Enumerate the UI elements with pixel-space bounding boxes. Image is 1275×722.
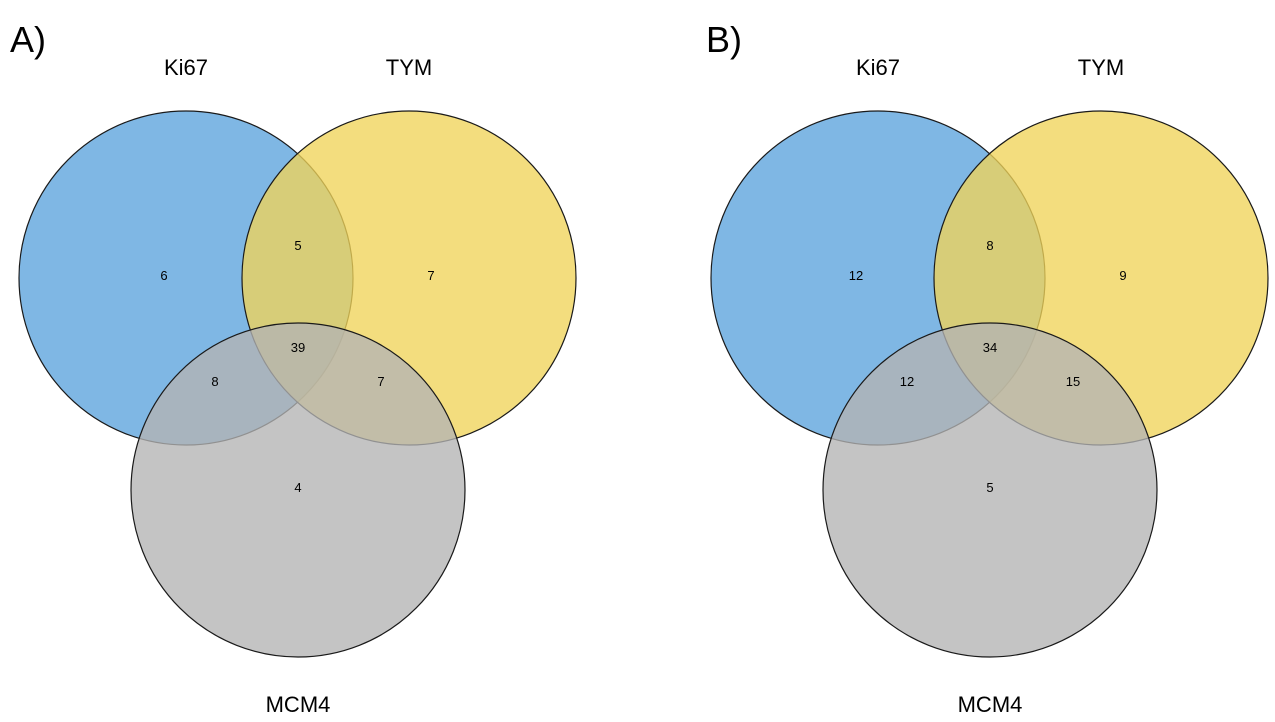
tym-label: TYM [1078,55,1124,80]
panel-b: B) Ki67 TYM MCM4 12 9 8 34 12 15 5 [706,19,1269,717]
count-all: 34 [983,340,997,355]
count-ki67-only: 12 [849,268,863,283]
ki67-label: Ki67 [856,55,900,80]
panel-b-letter: B) [706,19,742,60]
mcm4-circle [130,322,466,658]
count-tym-only: 7 [427,268,434,283]
mcm4-label: MCM4 [266,692,331,717]
count-all: 39 [291,340,305,355]
count-tym-only: 9 [1119,268,1126,283]
panel-a-letter: A) [10,19,46,60]
count-tym-mcm4: 15 [1066,374,1080,389]
mcm4-label: MCM4 [958,692,1023,717]
count-mcm4-only: 4 [294,480,301,495]
count-ki67-only: 6 [160,268,167,283]
count-tym-mcm4: 7 [377,374,384,389]
count-ki67-tym: 8 [986,238,993,253]
count-ki67-tym: 5 [294,238,301,253]
tym-label: TYM [386,55,432,80]
mcm4-circle [822,322,1158,658]
panel-a: A) Ki67 TYM MCM4 6 7 5 39 8 7 4 [10,19,577,717]
count-mcm4-only: 5 [986,480,993,495]
count-ki67-mcm4: 12 [900,374,914,389]
ki67-label: Ki67 [164,55,208,80]
count-ki67-mcm4: 8 [211,374,218,389]
